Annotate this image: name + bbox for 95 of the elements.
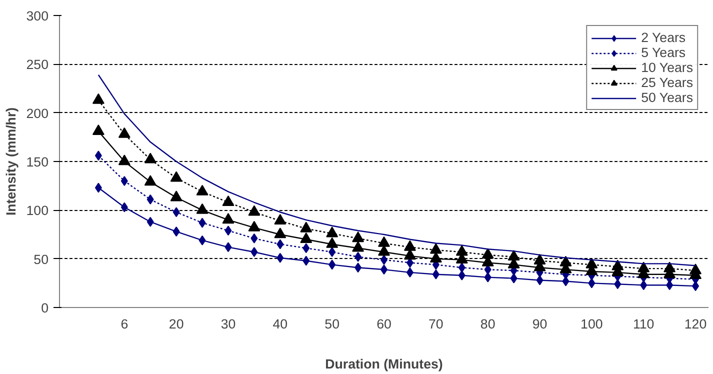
point	[172, 226, 180, 237]
point	[196, 184, 208, 196]
point	[378, 245, 390, 256]
point	[536, 275, 544, 286]
point	[482, 248, 494, 259]
point	[586, 258, 598, 268]
point	[118, 154, 130, 166]
x-tick-label: 120	[684, 316, 707, 332]
point	[664, 262, 676, 272]
y-tick-label: 50	[34, 252, 49, 267]
point	[404, 240, 416, 251]
point	[170, 190, 182, 202]
point	[120, 202, 128, 212]
point	[222, 213, 234, 224]
y-tick-label: 200	[26, 106, 49, 121]
y-tick-label: 100	[26, 203, 49, 218]
point	[224, 226, 232, 236]
point	[456, 245, 468, 256]
point	[276, 252, 284, 263]
y-tick-label: 0	[41, 300, 49, 316]
point	[638, 262, 650, 272]
point	[250, 233, 258, 244]
point	[690, 264, 702, 274]
legend-label: 10 Years	[641, 60, 693, 75]
point	[484, 272, 492, 282]
point	[378, 236, 390, 247]
point	[250, 247, 258, 258]
x-tick-label: 30	[220, 316, 236, 332]
point	[144, 175, 156, 186]
point	[198, 235, 206, 246]
point	[484, 264, 492, 275]
point	[328, 247, 336, 258]
point	[172, 207, 180, 218]
point	[276, 239, 284, 250]
point	[248, 220, 260, 232]
point	[614, 279, 622, 290]
point	[198, 218, 206, 228]
point	[328, 260, 336, 270]
x-tick-label: 50	[324, 316, 340, 332]
x-axis-title: Duration (Minutes)	[325, 356, 443, 372]
point	[354, 252, 362, 262]
legend-label: 25 Years	[641, 75, 693, 90]
point	[274, 228, 286, 238]
point	[94, 182, 102, 193]
point	[144, 152, 156, 164]
x-tick-label: 80	[480, 316, 496, 332]
point	[534, 254, 546, 264]
point	[560, 256, 572, 266]
legend-label: 5 Years	[641, 45, 686, 60]
point	[430, 243, 442, 254]
point	[432, 269, 440, 280]
point	[508, 250, 520, 261]
legend-label: 2 Years	[641, 30, 686, 45]
x-tick-label: 90	[532, 316, 548, 332]
legend-label: 50 Years	[641, 90, 693, 105]
point	[300, 232, 312, 244]
point	[222, 196, 234, 206]
x-tick-label: 110	[632, 316, 654, 332]
x-tick-label: 70	[428, 316, 444, 332]
point	[118, 127, 130, 138]
point	[92, 124, 104, 135]
point	[588, 278, 596, 288]
y-tick-label: 250	[26, 57, 49, 72]
point	[404, 249, 416, 260]
y-axis-title: Intensity (mm/hr)	[3, 107, 18, 216]
point	[352, 241, 364, 252]
point	[612, 260, 624, 270]
point	[196, 203, 208, 214]
point	[458, 262, 466, 273]
point	[302, 243, 310, 254]
point	[640, 280, 648, 290]
x-tick-label: 100	[580, 316, 603, 332]
y-tick-label: 150	[26, 154, 49, 170]
y-tick-label: 300	[26, 8, 49, 24]
point	[146, 216, 154, 227]
point	[406, 267, 414, 278]
point	[146, 194, 154, 204]
point	[92, 93, 104, 104]
point	[326, 226, 338, 238]
point	[510, 273, 518, 284]
point	[458, 270, 466, 280]
point	[354, 262, 362, 273]
point	[224, 242, 232, 252]
point	[326, 237, 338, 248]
point	[300, 222, 312, 232]
x-tick-label: 40	[272, 316, 288, 332]
point	[274, 214, 286, 225]
x-tick-label: 60	[376, 316, 392, 332]
point	[120, 176, 128, 186]
point	[302, 256, 310, 266]
x-tick-label: 20	[168, 316, 184, 332]
point	[170, 171, 182, 182]
point	[352, 232, 364, 242]
point	[248, 205, 260, 216]
x-tick-label: 6	[120, 316, 128, 332]
